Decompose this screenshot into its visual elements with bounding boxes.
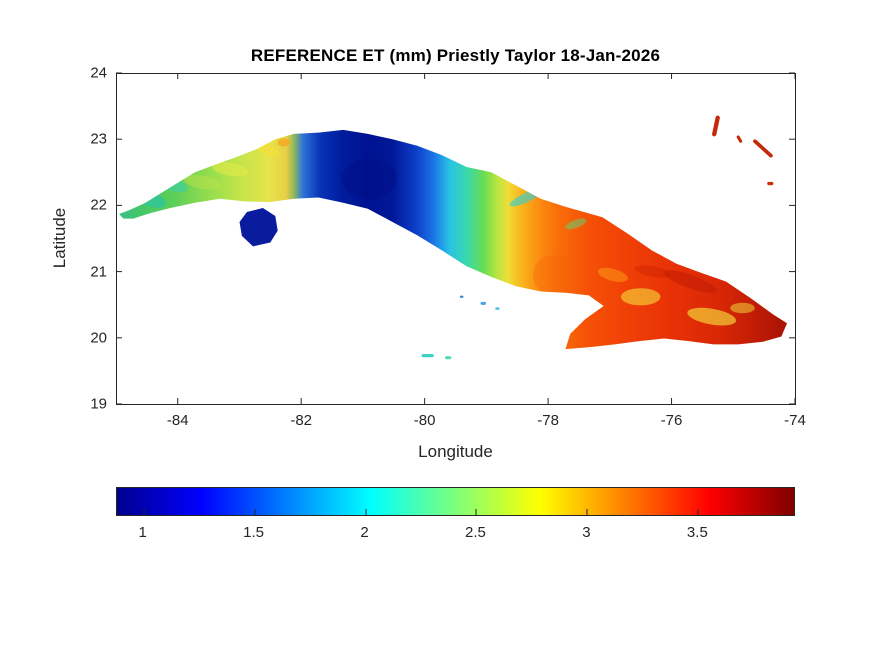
raster-patch [620,288,661,306]
y-tick-label: 19 [90,395,107,413]
colorbar-tick-mark [365,509,367,515]
raster-patch [532,255,576,295]
islet-raster [495,307,500,310]
islet-raster [459,295,464,298]
x-tick-label: -82 [290,412,313,429]
cuba-main-island-raster [119,129,788,350]
y-tick-label: 23 [90,130,107,148]
x-axis-label: Longitude [418,442,493,461]
raster-patch [597,267,628,282]
islet-raster [480,301,487,305]
islet-raster [421,354,434,358]
colorbar-tick-label: 3 [582,524,591,541]
x-tick-label: -76 [660,412,683,429]
y-axis-label: Latitude [50,207,69,269]
islet-raster [712,115,720,137]
colorbar-tick-label: 1.5 [243,524,264,541]
islet-raster [753,139,773,158]
isla-juventud-raster [239,208,278,247]
colorbar-tick-label: 2 [360,524,369,541]
raster-patch [634,265,672,278]
y-tick-label: 22 [90,196,107,214]
x-tick-label: -78 [537,412,559,429]
y-tick-label: 24 [90,64,107,82]
y-tick-label: 20 [90,329,107,347]
y-tick-label: 21 [90,263,107,281]
raster-texture-patches [133,138,755,326]
chart-title: REFERENCE ET (mm) Priestly Taylor 18-Jan… [250,46,661,65]
colorbar-tick-label: 3.5 [686,524,708,541]
raster-patch [341,159,397,199]
x-tick-label: -74 [784,412,806,429]
colorbar-tick-mark [697,509,699,515]
islet-raster [445,356,452,360]
islet-raster [767,181,774,186]
colorbar-tick-mark [143,509,145,515]
raster-patch [663,270,717,293]
raster-patch [277,138,291,147]
islet-raster [736,135,743,143]
raster-patch [565,218,587,230]
colorbar-tick-label: 1 [138,524,147,541]
raster-patch [687,307,737,326]
colorbar-tick-mark [586,509,588,515]
colorbar-tick-label: 2.5 [465,524,486,541]
colorbar-tick-mark [254,509,256,515]
raster-patch [184,174,221,190]
colorbar-tick-mark [475,509,477,515]
colorbar [116,487,795,516]
raster-patch [730,302,755,314]
x-tick-label: -80 [413,412,436,429]
x-tick-label: -84 [166,412,189,429]
raster-patch [211,161,249,177]
axes-box [116,73,796,405]
